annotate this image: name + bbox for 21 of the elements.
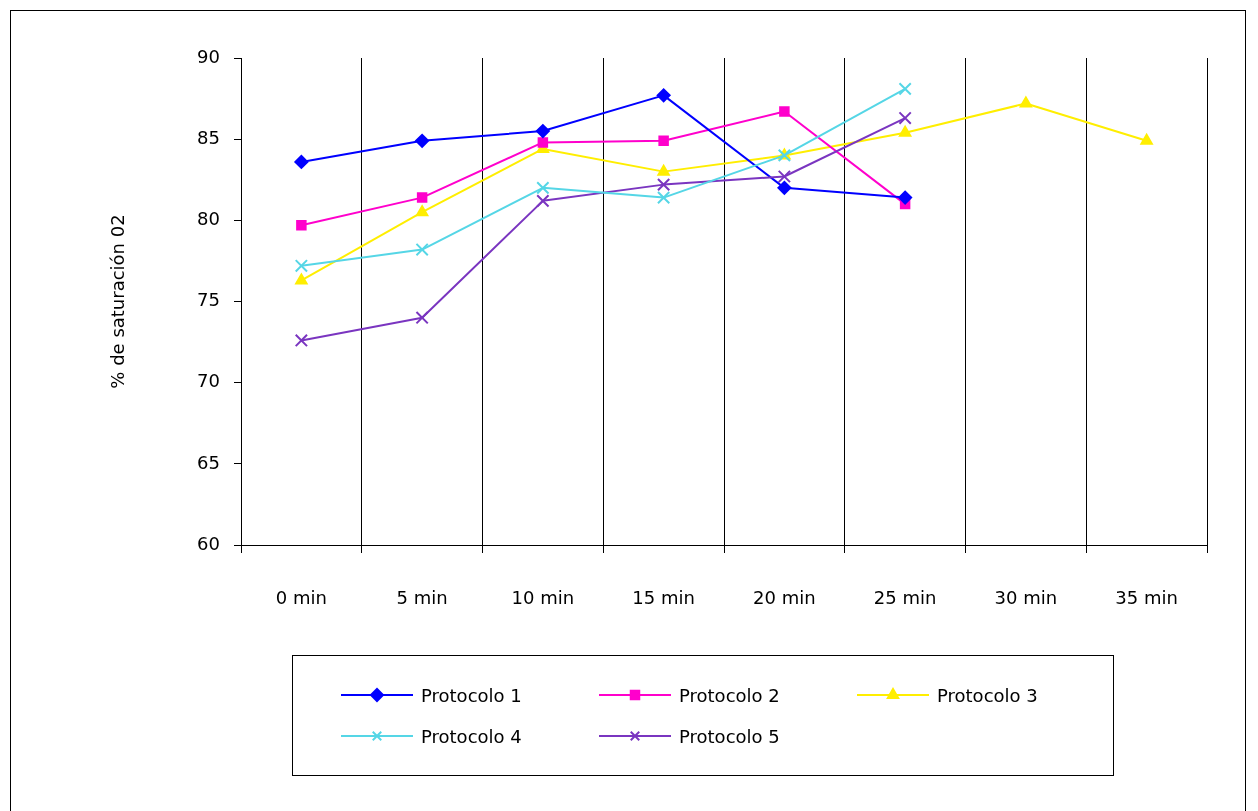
x-tick-label: 30 min — [994, 587, 1058, 609]
legend-label: Protocolo 5 — [679, 725, 780, 747]
y-tick-label: 70 — [197, 370, 220, 392]
y-tick-label: 90 — [197, 45, 220, 67]
x-tick-label: 25 min — [873, 587, 937, 609]
x-tick-label: 5 min — [396, 587, 448, 609]
y-tick-label: 60 — [197, 532, 220, 554]
x-tick-label: 0 min — [275, 587, 327, 609]
x-tick-label: 15 min — [632, 587, 695, 609]
x-tick-label: 20 min — [753, 587, 816, 609]
legend-label: Protocolo 1 — [421, 684, 522, 706]
x-tick-label: 35 min — [1115, 587, 1178, 609]
y-tick-label: 80 — [197, 208, 220, 230]
legend-label: Protocolo 4 — [421, 725, 522, 747]
y-tick-label: 75 — [197, 289, 220, 311]
x-tick-label: 10 min — [511, 587, 575, 609]
y-tick-label: 85 — [197, 126, 220, 148]
y-axis-title: % de saturación 02 — [107, 214, 129, 389]
legend-label: Protocolo 3 — [937, 684, 1038, 706]
y-tick-label: 65 — [197, 451, 220, 473]
legend-label: Protocolo 2 — [679, 684, 780, 706]
